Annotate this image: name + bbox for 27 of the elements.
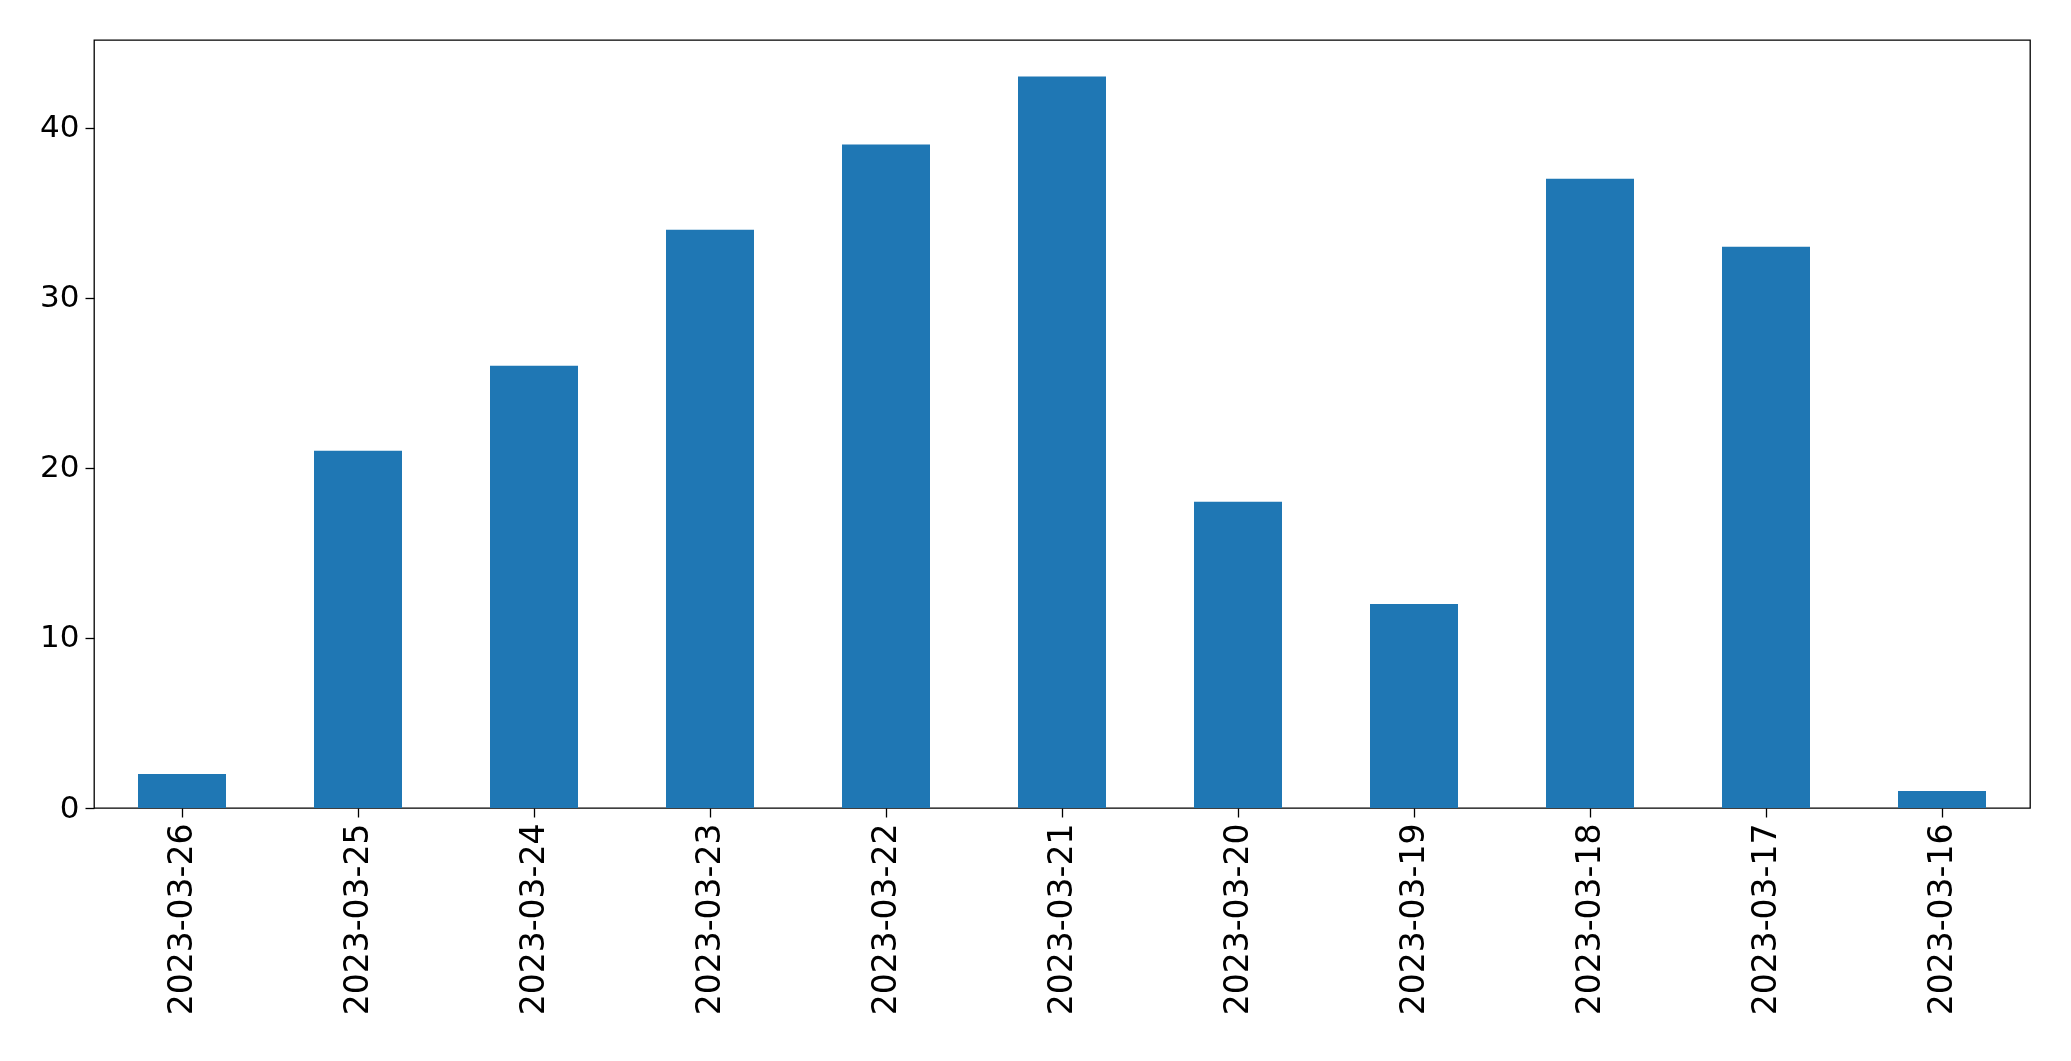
bar xyxy=(666,229,754,808)
y-tick-label: 0 xyxy=(59,788,80,825)
x-tick-label: 2023-03-26 xyxy=(161,823,200,1016)
x-tick-label: 2023-03-19 xyxy=(1393,823,1432,1016)
x-tick-label: 2023-03-22 xyxy=(865,823,904,1016)
y-tick-label: 40 xyxy=(40,108,80,145)
bar xyxy=(1194,501,1282,808)
x-tick-label: 2023-03-24 xyxy=(513,823,552,1016)
bar xyxy=(842,144,930,808)
x-tick-label: 2023-03-23 xyxy=(689,823,728,1016)
y-tick-label: 20 xyxy=(40,448,80,485)
x-tick-label: 2023-03-16 xyxy=(1921,823,1960,1016)
x-tick-label: 2023-03-20 xyxy=(1217,823,1256,1016)
x-tick-label: 2023-03-21 xyxy=(1041,823,1080,1016)
y-tick-label: 10 xyxy=(40,618,80,655)
bar xyxy=(314,450,402,808)
bar xyxy=(490,365,578,808)
bar xyxy=(138,773,226,808)
y-tick-label: 30 xyxy=(40,278,80,315)
bar xyxy=(1722,246,1810,808)
bar xyxy=(1546,178,1634,808)
x-tick-label: 2023-03-18 xyxy=(1569,823,1608,1016)
bar xyxy=(1370,603,1458,808)
x-tick-label: 2023-03-17 xyxy=(1745,823,1784,1016)
x-tick-label: 2023-03-25 xyxy=(337,823,376,1016)
bar xyxy=(1898,790,1986,808)
bar xyxy=(1018,76,1106,808)
